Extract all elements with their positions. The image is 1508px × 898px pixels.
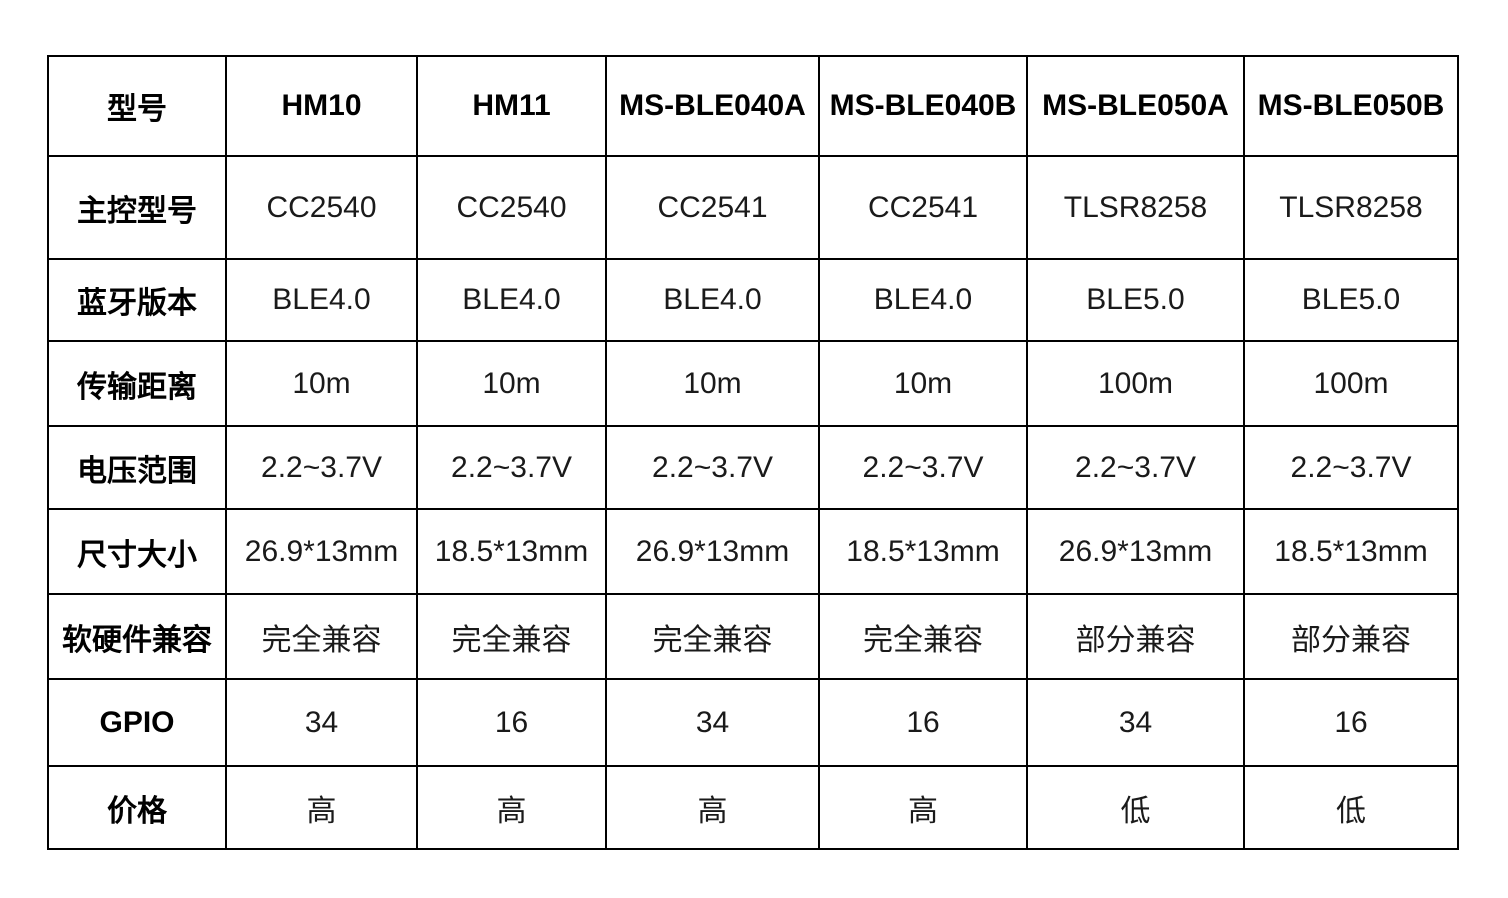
table-cell: BLE5.0 [1243, 258, 1459, 342]
table-cell: 2.2~3.7V [416, 425, 607, 510]
row-label-size: 尺寸大小 [47, 508, 227, 595]
row-label-voltage: 电压范围 [47, 425, 227, 510]
table-cell: 2.2~3.7V [1243, 425, 1459, 510]
table-cell: 10m [225, 340, 418, 427]
table-cell: BLE4.0 [416, 258, 607, 342]
table-row-range: 传输距离 10m 10m 10m 10m 100m 100m [47, 340, 1459, 427]
column-header-hm10: HM10 [225, 55, 418, 157]
table-row-ble-version: 蓝牙版本 BLE4.0 BLE4.0 BLE4.0 BLE4.0 BLE5.0 … [47, 258, 1459, 342]
table-row-mcu: 主控型号 CC2540 CC2540 CC2541 CC2541 TLSR825… [47, 155, 1459, 260]
table-row-size: 尺寸大小 26.9*13mm 18.5*13mm 26.9*13mm 18.5*… [47, 508, 1459, 595]
table-cell: CC2540 [225, 155, 418, 260]
table-cell: CC2540 [416, 155, 607, 260]
table-cell: 2.2~3.7V [605, 425, 820, 510]
table-header-row: 型号 HM10 HM11 MS-BLE040A MS-BLE040B MS-BL… [47, 55, 1459, 157]
table-cell: 16 [416, 678, 607, 767]
column-header-ms-ble040b: MS-BLE040B [818, 55, 1028, 157]
table-cell: BLE4.0 [225, 258, 418, 342]
table-cell: 2.2~3.7V [225, 425, 418, 510]
column-header-ms-ble050b: MS-BLE050B [1243, 55, 1459, 157]
table-cell: 10m [818, 340, 1028, 427]
table-cell: 26.9*13mm [605, 508, 820, 595]
column-header-hm11: HM11 [416, 55, 607, 157]
table-cell: BLE4.0 [605, 258, 820, 342]
column-header-ms-ble050a: MS-BLE050A [1026, 55, 1245, 157]
table-cell: 26.9*13mm [1026, 508, 1245, 595]
table-cell: 部分兼容 [1026, 593, 1245, 680]
table-cell: 高 [416, 765, 607, 850]
table-cell: 16 [1243, 678, 1459, 767]
row-label-gpio: GPIO [47, 678, 227, 767]
table-row-voltage: 电压范围 2.2~3.7V 2.2~3.7V 2.2~3.7V 2.2~3.7V… [47, 425, 1459, 510]
table-cell: BLE5.0 [1026, 258, 1245, 342]
table-cell: 完全兼容 [818, 593, 1028, 680]
row-label-price: 价格 [47, 765, 227, 850]
table-cell: 完全兼容 [225, 593, 418, 680]
table-cell: 18.5*13mm [1243, 508, 1459, 595]
row-label-ble-version: 蓝牙版本 [47, 258, 227, 342]
row-label-compatibility: 软硬件兼容 [47, 593, 227, 680]
row-label-range: 传输距离 [47, 340, 227, 427]
table-cell: 34 [225, 678, 418, 767]
table-cell: 高 [605, 765, 820, 850]
column-header-ms-ble040a: MS-BLE040A [605, 55, 820, 157]
table-cell: CC2541 [818, 155, 1028, 260]
bluetooth-module-comparison-table: 型号 HM10 HM11 MS-BLE040A MS-BLE040B MS-BL… [47, 55, 1459, 850]
table-cell: CC2541 [605, 155, 820, 260]
table-cell: 2.2~3.7V [818, 425, 1028, 510]
row-label-mcu: 主控型号 [47, 155, 227, 260]
table-cell: 18.5*13mm [818, 508, 1028, 595]
table-cell: 18.5*13mm [416, 508, 607, 595]
table-cell: TLSR8258 [1026, 155, 1245, 260]
table-cell: 10m [605, 340, 820, 427]
table-cell: 部分兼容 [1243, 593, 1459, 680]
table-cell: 高 [818, 765, 1028, 850]
table-cell: 34 [1026, 678, 1245, 767]
table-cell: 2.2~3.7V [1026, 425, 1245, 510]
table-cell: 100m [1243, 340, 1459, 427]
table-cell: 16 [818, 678, 1028, 767]
table-cell: 低 [1243, 765, 1459, 850]
table-cell: 高 [225, 765, 418, 850]
table-cell: 低 [1026, 765, 1245, 850]
table-row-compatibility: 软硬件兼容 完全兼容 完全兼容 完全兼容 完全兼容 部分兼容 部分兼容 [47, 593, 1459, 680]
table-row-price: 价格 高 高 高 高 低 低 [47, 765, 1459, 850]
table-cell: 34 [605, 678, 820, 767]
header-cell-model-label: 型号 [47, 55, 227, 157]
table-cell: TLSR8258 [1243, 155, 1459, 260]
table-cell: 100m [1026, 340, 1245, 427]
table-cell: 完全兼容 [605, 593, 820, 680]
table-cell: BLE4.0 [818, 258, 1028, 342]
table-cell: 完全兼容 [416, 593, 607, 680]
table-row-gpio: GPIO 34 16 34 16 34 16 [47, 678, 1459, 767]
spec-table-container: 型号 HM10 HM11 MS-BLE040A MS-BLE040B MS-BL… [47, 55, 1459, 850]
table-cell: 10m [416, 340, 607, 427]
table-cell: 26.9*13mm [225, 508, 418, 595]
